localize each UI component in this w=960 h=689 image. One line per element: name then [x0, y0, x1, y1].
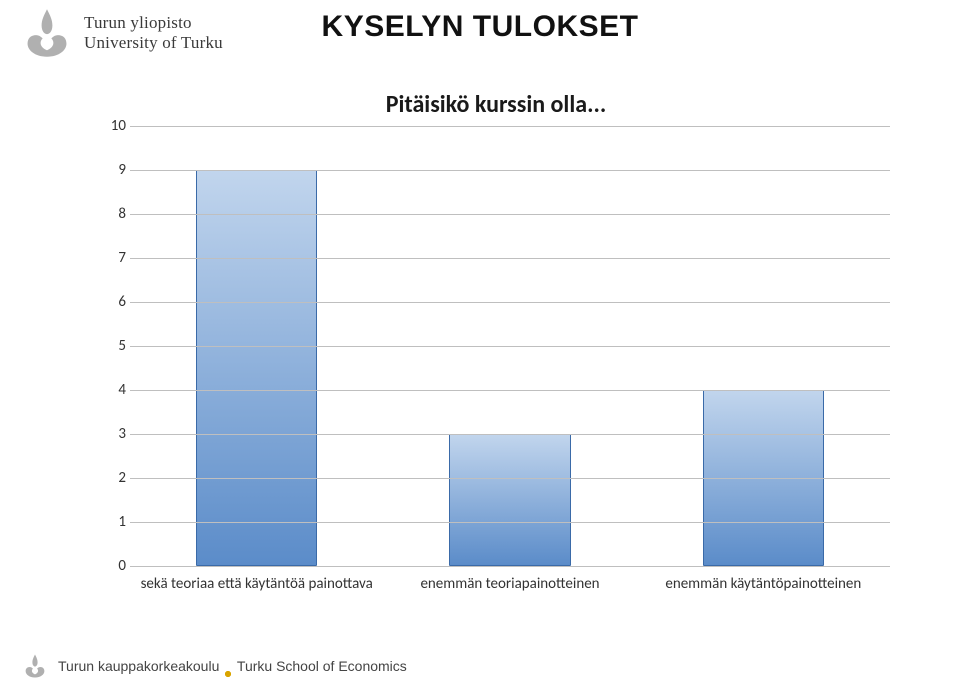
gridline: [130, 522, 890, 523]
footer-school-fi: Turun kauppakorkeakoulu: [58, 658, 219, 674]
y-tick-label: 5: [102, 337, 126, 355]
gridline: [130, 170, 890, 171]
gridline: [130, 478, 890, 479]
y-tick-label: 9: [102, 161, 126, 179]
x-axis-labels: sekä teoriaa että käytäntöä painottavaen…: [130, 570, 890, 593]
y-tick-label: 6: [102, 293, 126, 311]
y-tick-label: 3: [102, 425, 126, 443]
bar: [449, 434, 571, 566]
y-tick-label: 1: [102, 513, 126, 531]
bullet-icon: [225, 671, 231, 677]
x-category-label: sekä teoriaa että käytäntöä painottava: [130, 570, 383, 593]
footer-separator: [225, 664, 231, 670]
gridline: [130, 214, 890, 215]
y-tick-label: 0: [102, 557, 126, 575]
bar: [196, 170, 318, 566]
gridline: [130, 346, 890, 347]
header: Turun yliopisto University of Turku KYSE…: [0, 0, 960, 14]
gridline: [130, 566, 890, 567]
gridline: [130, 302, 890, 303]
footer-text: Turun kauppakorkeakoulu Turku School of …: [58, 658, 407, 674]
gridline: [130, 258, 890, 259]
x-category-label: enemmän käytäntöpainotteinen: [637, 570, 890, 593]
y-tick-label: 4: [102, 381, 126, 399]
slide: Turun yliopisto University of Turku KYSE…: [0, 0, 960, 689]
footer-school-en: Turku School of Economics: [237, 658, 407, 674]
y-tick-label: 8: [102, 205, 126, 223]
x-category-label: enemmän teoriapainotteinen: [383, 570, 636, 593]
chart: Pitäisikö kurssin olla... 012345678910 s…: [96, 90, 896, 630]
y-tick-label: 10: [102, 117, 126, 135]
plot-area: 012345678910: [130, 126, 890, 566]
y-tick-label: 2: [102, 469, 126, 487]
gridline: [130, 126, 890, 127]
footer: Turun kauppakorkeakoulu Turku School of …: [0, 645, 960, 689]
gridline: [130, 390, 890, 391]
torch-logo-small-icon: [22, 653, 48, 679]
chart-title: Pitäisikö kurssin olla...: [96, 90, 896, 119]
page-title: KYSELYN TULOKSET: [0, 10, 960, 44]
gridline: [130, 434, 890, 435]
y-tick-label: 7: [102, 249, 126, 267]
